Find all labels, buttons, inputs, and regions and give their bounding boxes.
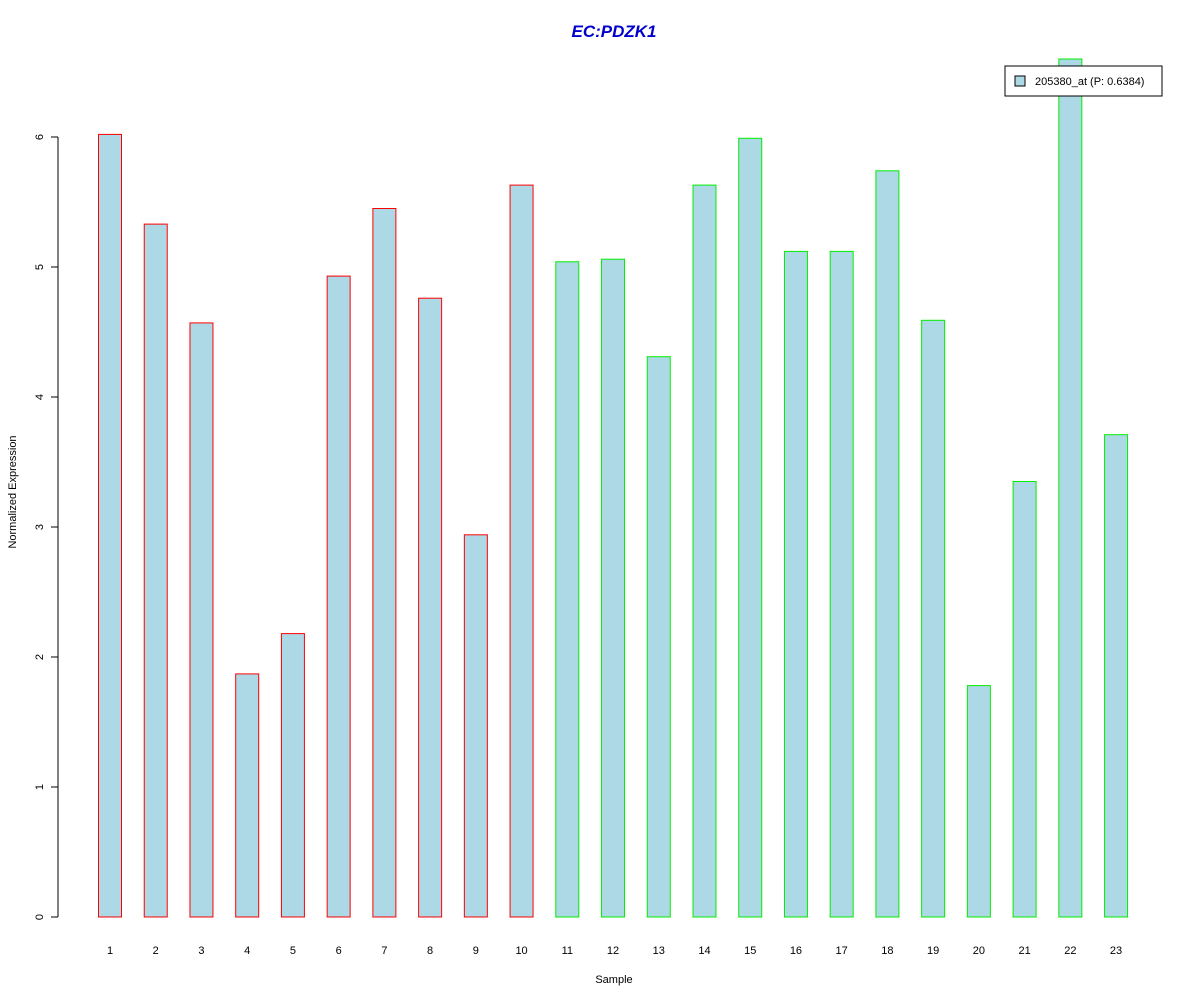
y-tick-label: 5: [34, 264, 46, 270]
legend: 205380_at (P: 0.6384): [1004, 65, 1163, 97]
x-tick-label: 8: [427, 945, 433, 957]
bar-sample-11: [555, 261, 580, 918]
x-tick-label: 17: [836, 945, 848, 957]
x-axis-label: Sample: [595, 974, 632, 986]
x-tick-label: 5: [290, 945, 296, 957]
y-tick-label: 1: [34, 784, 46, 790]
bar-sample-1: [98, 133, 122, 918]
x-tick-label: 11: [562, 945, 573, 957]
x-tick-label: 21: [1018, 945, 1030, 957]
y-tick-label: 0: [34, 914, 46, 920]
chart-title: EC:PDZK1: [571, 22, 656, 41]
x-tick-label: 23: [1110, 945, 1122, 957]
y-axis: 0 1 2 3 4 5 6: [34, 134, 59, 920]
bar-sample-17: [829, 250, 854, 918]
x-tick-label: 14: [698, 945, 710, 957]
x-tick-label: 2: [153, 945, 159, 957]
x-tick-label: 9: [473, 945, 479, 957]
y-tick-label: 3: [34, 524, 46, 530]
bar-sample-3: [189, 322, 214, 918]
bars-group: [98, 58, 1129, 918]
bar-sample-13: [646, 356, 671, 918]
bar-sample-8: [418, 297, 443, 918]
legend-box: [1004, 65, 1163, 97]
bar-sample-15: [738, 137, 763, 918]
bar-sample-4: [235, 673, 260, 918]
bar-sample-7: [372, 208, 397, 918]
x-tick-label: 15: [744, 945, 756, 957]
bar-sample-9: [463, 534, 488, 918]
x-tick-label: 7: [381, 945, 387, 957]
x-tick-label: 20: [973, 945, 985, 957]
x-tick-labels: 1 2 3 4 5 6 7 8 9 10 11 12 13 14 15 16 17 18 19 20 21 22 23: [107, 945, 1122, 957]
bar-sample-22: [1058, 58, 1083, 918]
bar-sample-6: [326, 275, 351, 918]
x-tick-label: 19: [927, 945, 939, 957]
x-tick-label: 16: [790, 945, 802, 957]
y-tick-label: 4: [34, 394, 46, 400]
x-tick-label: 4: [244, 945, 250, 957]
bar-sample-16: [783, 250, 808, 918]
y-axis-label: Normalized Expression: [7, 435, 19, 548]
bar-sample-21: [1012, 481, 1037, 918]
bar-sample-19: [921, 319, 946, 918]
bar-sample-2: [143, 223, 168, 918]
bar-sample-14: [692, 184, 717, 918]
x-tick-label: 10: [515, 945, 527, 957]
legend-series-label: 205380_at (P: 0.6384): [1035, 76, 1144, 88]
y-tick-label: 6: [34, 134, 46, 140]
x-tick-label: 13: [653, 945, 665, 957]
x-tick-label: 1: [107, 945, 113, 957]
bar-sample-12: [601, 258, 626, 918]
x-tick-label: 18: [881, 945, 893, 957]
x-tick-label: 3: [198, 945, 204, 957]
bar-sample-20: [966, 685, 991, 918]
y-tick-label: 2: [34, 654, 46, 660]
x-tick-label: 12: [607, 945, 619, 957]
bar-sample-10: [509, 184, 534, 918]
x-tick-label: 6: [336, 945, 342, 957]
bar-sample-18: [875, 170, 900, 918]
bar-sample-5: [280, 633, 305, 918]
x-tick-label: 22: [1064, 945, 1076, 957]
bar-sample-23: [1104, 434, 1129, 918]
legend-swatch: [1014, 75, 1026, 87]
